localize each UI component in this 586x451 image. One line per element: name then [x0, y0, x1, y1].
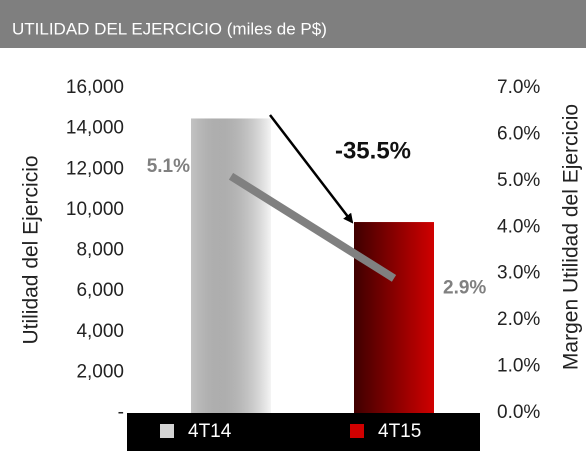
y2-tick-label: 3.0% [497, 263, 540, 284]
legend-label: 4T15 [378, 421, 421, 442]
y2-tick-label: 5.0% [497, 170, 540, 191]
legend-band [127, 413, 480, 451]
y-tick-label: 10,000 [66, 199, 124, 220]
legend-label: 4T14 [188, 421, 232, 442]
y-tick-label: 6,000 [76, 280, 124, 301]
bar-shade [354, 222, 434, 413]
y-tick-label: 14,000 [66, 118, 124, 139]
y-tick-label: 4,000 [76, 321, 124, 342]
margin-line [228, 172, 397, 282]
y2-tick-label: 7.0% [497, 77, 540, 98]
y2-axis-title: Margen Utilidad del Ejercicio [560, 104, 583, 370]
arrow [269, 114, 354, 224]
y2-tick-label: 2.0% [497, 309, 540, 330]
y-tick-label: 16,000 [66, 77, 124, 98]
y-tick-label: - [118, 402, 124, 423]
header-bar [0, 0, 586, 48]
bar-shade [191, 118, 271, 413]
data-label: 5.1% [147, 156, 190, 177]
y2-tick-label: 6.0% [497, 123, 540, 144]
y2-tick-label: 4.0% [497, 216, 540, 237]
annotation: -35.5% [335, 137, 411, 164]
chart-title: UTILIDAD DEL EJERCICIO (miles de P$) [12, 19, 327, 38]
y-tick-label: 12,000 [66, 158, 124, 179]
y-tick-label: 2,000 [76, 361, 124, 382]
data-label: 2.9% [443, 277, 486, 298]
y-axis-title: Utilidad del Ejercicio [20, 155, 43, 344]
y2-tick-label: 1.0% [497, 356, 540, 377]
legend-swatch [350, 424, 364, 438]
y-tick-label: 8,000 [76, 240, 124, 261]
y2-tick-label: 0.0% [497, 402, 540, 423]
legend-swatch [160, 424, 174, 438]
